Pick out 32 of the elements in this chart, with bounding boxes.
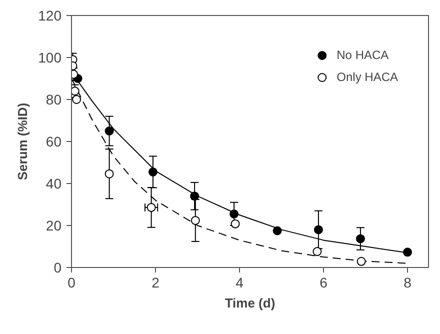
point	[190, 192, 200, 201]
legend-label: No HACA	[336, 48, 389, 62]
point	[148, 167, 158, 176]
point	[314, 225, 323, 234]
x-tick-label: 6	[320, 274, 328, 290]
y-tick-label: 120	[38, 8, 62, 24]
x-tick-label: 2	[152, 274, 160, 290]
point	[403, 248, 412, 257]
point	[312, 247, 322, 256]
point	[272, 226, 282, 236]
point	[230, 219, 240, 228]
point	[104, 169, 114, 178]
point	[72, 86, 80, 96]
y-tick-label: 80	[46, 92, 62, 108]
y-tick-label: 20	[46, 218, 62, 234]
x-tick-label: 4	[236, 274, 244, 290]
point	[356, 234, 365, 244]
y-tick-label: 100	[38, 50, 62, 66]
point	[146, 202, 156, 212]
x-tick-label: 0	[68, 274, 76, 290]
y-tick-label: 60	[46, 134, 62, 150]
point	[230, 209, 239, 218]
x-tick-label: 8	[404, 274, 412, 290]
point	[72, 95, 82, 104]
y-tick-label: 0	[54, 260, 62, 276]
point	[190, 216, 200, 225]
point	[356, 256, 366, 266]
y-tick-label: 40	[46, 176, 62, 192]
y-axis-title: Serum (%ID)	[15, 102, 30, 180]
legend-label: Only HACA	[336, 70, 398, 84]
point	[104, 126, 114, 136]
x-axis-title: Time (d)	[224, 296, 276, 310]
